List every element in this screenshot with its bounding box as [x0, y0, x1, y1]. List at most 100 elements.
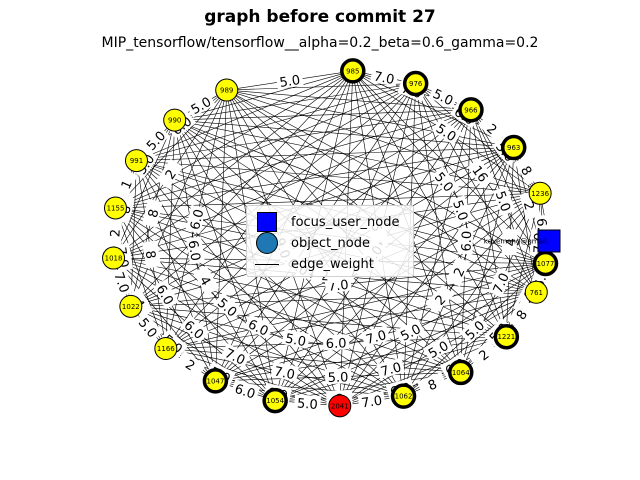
edge-label-bg [152, 279, 179, 310]
edge-label-bg [477, 114, 508, 143]
edge-line [115, 193, 541, 209]
legend-item-focus-user-node: focus_user_node [255, 212, 400, 232]
legend-label: focus_user_node [291, 214, 400, 230]
edge-weight-label: 7.0 [361, 394, 384, 412]
focus-user-node [537, 229, 561, 253]
edge-label-bg [243, 314, 274, 340]
node-label: 761 [530, 289, 543, 297]
object-node [328, 394, 352, 418]
edge-line [113, 119, 175, 259]
edge-line [174, 119, 276, 401]
legend-line-symbol [255, 263, 279, 265]
node-label: 2041 [331, 402, 349, 410]
legend-label: edge_weight [291, 256, 374, 272]
edge-label-bg [270, 361, 300, 382]
edge-label-bg [370, 66, 399, 87]
edge-line [165, 120, 176, 349]
node-label: 1022 [122, 303, 140, 311]
object-node [202, 368, 229, 394]
node-label: 963 [507, 144, 520, 152]
object-node [163, 108, 187, 132]
node-label: 985 [346, 67, 359, 75]
edge-line [113, 109, 472, 259]
object-node [402, 70, 429, 97]
edge-label-bg [457, 227, 474, 255]
edge-line [115, 207, 276, 401]
edge-line [115, 147, 514, 209]
edge-weight-label: 6.0 [459, 231, 475, 252]
edge-weight-label: 8 [146, 208, 162, 219]
edge-weight-label: 8 [142, 250, 158, 260]
edge-label-bg [213, 292, 243, 321]
edge-line [226, 89, 471, 111]
edge-line [115, 89, 227, 209]
edge-label-bg [142, 240, 162, 269]
object-node [102, 246, 126, 270]
edge-label-bg [220, 343, 251, 368]
edge-line [136, 160, 404, 397]
edge-label-bg [361, 325, 391, 347]
node-label: 1236 [531, 190, 549, 198]
edge-label-bg [357, 391, 386, 410]
edge-label-bg [459, 315, 489, 344]
edge-label-bg [446, 256, 471, 287]
edge-line [115, 207, 167, 349]
edge-weight-label: 5.0 [279, 73, 302, 91]
node-label: 1054 [266, 397, 284, 405]
edge-label-bg [428, 83, 459, 109]
edge-label-bg [467, 158, 495, 189]
legend-item-edge-weight: edge_weight [255, 254, 374, 274]
edge-line [226, 89, 514, 148]
node-label: 1064 [452, 369, 470, 377]
object-node [262, 387, 288, 414]
edge-label-bg [175, 350, 206, 378]
edge-label-bg [487, 267, 513, 298]
edge-weight-label: 6.0 [185, 239, 203, 262]
edge-weight-label: 7.0 [364, 328, 388, 348]
node-label: 1018 [105, 255, 123, 263]
edge-line [136, 160, 216, 382]
legend-square-symbol [257, 212, 277, 232]
node-label: 966 [464, 106, 478, 114]
edge-line [130, 291, 537, 307]
edge-line [113, 257, 340, 407]
edge-weight-label: 7.0 [110, 270, 131, 295]
object-node [119, 294, 143, 318]
edge-line [165, 263, 546, 349]
edge-label-bg [111, 267, 135, 297]
edge-line [226, 83, 416, 91]
edge-line [113, 147, 514, 259]
edge-line [136, 70, 353, 161]
edge-line [115, 109, 472, 209]
chart-subtitle: MIP_tensorflow/tensorflow__alpha=0.2_bet… [101, 35, 539, 51]
edge-line [174, 70, 353, 121]
edge-line [352, 70, 514, 148]
edge-label-bg [113, 169, 138, 200]
edge-weight-label: 6.0 [188, 208, 207, 232]
edge-line [130, 89, 227, 307]
edge-line [136, 160, 541, 194]
edge-weight-label: 2 [108, 229, 123, 238]
object-node [528, 181, 552, 205]
edge-line [113, 257, 507, 338]
edge-label-bg [193, 265, 220, 296]
edge-label-bg [281, 328, 311, 349]
edge-line [136, 109, 472, 161]
edge-label-bg [322, 334, 350, 351]
edge-weight-label: 5.0 [449, 198, 470, 223]
edge-label-bg [142, 198, 163, 228]
edge-line [174, 109, 471, 121]
focus-node-label: kevemang@gmail. [484, 238, 549, 246]
edge-line [113, 70, 353, 259]
edge-line [174, 83, 416, 121]
object-node [493, 323, 520, 350]
node-label: 990 [168, 117, 181, 125]
edge-line [226, 89, 546, 264]
edge-label-bg [492, 186, 516, 216]
edge-line [226, 89, 537, 293]
edge-label-bg [450, 195, 473, 225]
edge-weight-label: 6.0 [233, 382, 257, 403]
node-label: 991 [130, 157, 143, 165]
edge-label-bg [324, 368, 352, 385]
edge-label-bg [395, 319, 426, 345]
